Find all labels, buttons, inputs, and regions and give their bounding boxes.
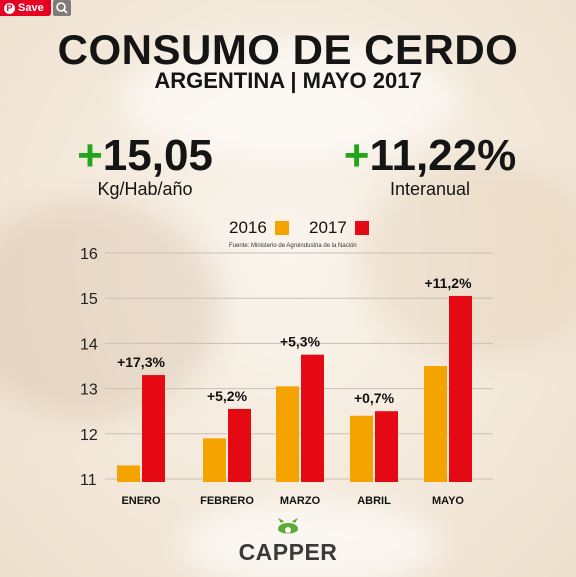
change-label: +5,2% (207, 388, 248, 404)
change-label: +11,2% (424, 275, 472, 291)
background-photo-shade (0, 200, 220, 420)
y-tick-label: 12 (80, 427, 98, 444)
kpi-yoy: +11,22% Interanual (330, 133, 530, 200)
legend-label: 2016 (229, 218, 267, 237)
plus-sign: + (77, 131, 103, 180)
x-category-label: ENERO (121, 495, 161, 507)
kpi-label: Kg/Hab/año (97, 179, 193, 199)
pinterest-save-button[interactable]: P Save (0, 0, 51, 16)
legend-swatch-2016 (274, 221, 289, 235)
save-label: Save (18, 2, 44, 14)
bar-2017-marzo (301, 354, 324, 482)
kpi-value: +15,05 (60, 133, 230, 179)
source-note: Fuente: Ministerio de Agroindustria de l… (229, 243, 357, 249)
bar-2016-abril (350, 415, 373, 482)
brand-logo: CAPPER (0, 515, 576, 566)
x-category-label: FEBRERO (200, 495, 254, 507)
x-category-label: ABRIL (357, 495, 391, 507)
brand-name: CAPPER (238, 539, 338, 565)
legend-item-2017: 2017 (309, 218, 369, 238)
kpi-number: 11,22% (369, 131, 517, 180)
kpi-value: +11,22% (330, 133, 530, 179)
bar-2017-mayo (449, 295, 472, 482)
plus-sign: + (343, 131, 370, 180)
bar-2016-febrero (203, 438, 226, 482)
bar-2016-mayo (424, 366, 447, 482)
x-category-label: MAYO (432, 495, 464, 507)
bar-2016-enero (117, 465, 140, 482)
bar-2017-febrero (228, 408, 251, 482)
pinterest-icon: P (4, 2, 15, 14)
y-tick-label: 15 (80, 291, 98, 308)
kpi-label: Interanual (389, 179, 471, 199)
bar-2017-enero (142, 375, 165, 482)
change-label: +17,3% (117, 354, 165, 370)
change-label: +0,7% (354, 390, 395, 406)
bar-2016-marzo (276, 386, 299, 482)
legend-swatch-2017 (354, 221, 369, 235)
zoom-button[interactable] (53, 0, 71, 16)
kpi-per-capita: +15,05 Kg/Hab/año (60, 133, 230, 200)
y-tick-label: 16 (80, 246, 98, 263)
bar-2017-abril (375, 411, 398, 482)
magnifier-icon (56, 2, 68, 14)
kpi-number: 15,05 (102, 131, 213, 180)
chart-title: CONSUMO DE CERDO (57, 26, 519, 73)
y-tick-label: 13 (80, 382, 98, 399)
y-tick-label: 14 (80, 336, 98, 353)
legend-item-2016: 2016 (229, 218, 289, 238)
y-tick-label: 11 (80, 472, 97, 489)
background-photo-highlight (180, 500, 440, 577)
x-category-label: MARZO (280, 495, 321, 507)
chart-subtitle: ARGENTINA | MAYO 2017 (154, 68, 422, 93)
background-photo-highlight (120, 40, 460, 160)
legend-label: 2017 (309, 218, 347, 237)
pig-logo-icon (278, 518, 298, 534)
change-label: +5,3% (280, 334, 321, 350)
